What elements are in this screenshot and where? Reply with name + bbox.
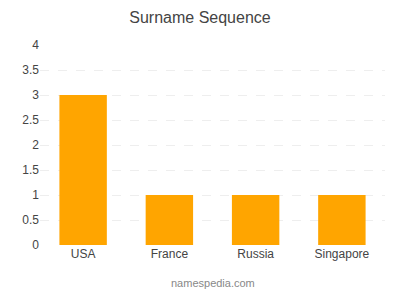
- svg-text:0.5: 0.5: [22, 213, 39, 227]
- svg-text:Surname Sequence: Surname Sequence: [129, 9, 271, 26]
- svg-text:France: France: [151, 247, 189, 261]
- svg-text:1.5: 1.5: [22, 163, 39, 177]
- svg-text:1: 1: [32, 188, 39, 202]
- svg-text:2.5: 2.5: [22, 113, 39, 127]
- svg-text:4: 4: [32, 38, 39, 52]
- svg-text:namespedia.com: namespedia.com: [171, 277, 255, 289]
- svg-text:2: 2: [32, 138, 39, 152]
- svg-text:Singapore: Singapore: [315, 247, 370, 261]
- svg-text:0: 0: [32, 238, 39, 252]
- svg-text:USA: USA: [71, 247, 96, 261]
- svg-text:3: 3: [32, 88, 39, 102]
- svg-text:Russia: Russia: [237, 247, 274, 261]
- svg-text:3.5: 3.5: [22, 63, 39, 77]
